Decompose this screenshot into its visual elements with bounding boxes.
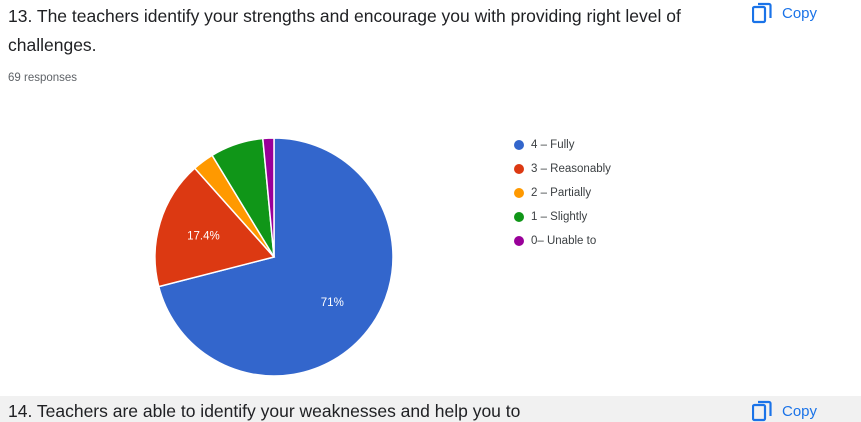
pie-slice-1[interactable] [154,167,276,288]
question-title: 13. The teachers identify your strengths… [8,6,681,55]
chart-legend: 4 – Fully 3 – Reasonably 2 – Partially 1 – … [514,136,611,256]
next-question-title: 14. Teachers are able to identify your w… [8,401,521,421]
copy-button[interactable]: Copy [752,0,817,26]
legend-swatch [514,163,524,174]
legend-label: 0– Unable to [531,234,597,247]
pie-slice-4[interactable] [261,137,275,258]
pie-slice-0[interactable] [157,137,394,377]
question-card: 13. The teachers identify your strengths… [0,0,861,396]
legend-swatch [514,139,524,150]
legend-swatch [514,187,524,198]
legend-swatch [514,235,524,246]
response-count: 69 responses [8,72,78,84]
copy-label: Copy [782,4,818,22]
legend-item-1[interactable]: 3 – Reasonably [514,160,611,177]
legend-item-0[interactable]: 4 – Fully [514,136,611,153]
legend-item-2[interactable]: 2 – Partially [514,184,611,201]
pie-chart: 71% 17.4% [154,137,394,377]
next-copy-button[interactable]: Copy [752,400,817,422]
next-copy-label: Copy [782,402,818,420]
slice-label-1: 17.4% [187,231,220,243]
legend-label: 1 – Slightly [531,210,588,223]
legend-label: 4 – Fully [531,138,575,151]
slice-label-0: 71% [321,297,344,309]
legend-label: 2 – Partially [531,186,592,199]
legend-label: 3 – Reasonably [531,162,611,175]
copy-icon [752,400,772,422]
copy-icon [752,2,772,24]
legend-item-3[interactable]: 1 – Slightly [514,208,611,225]
legend-item-4[interactable]: 0– Unable to [514,232,611,249]
legend-swatch [514,211,524,222]
